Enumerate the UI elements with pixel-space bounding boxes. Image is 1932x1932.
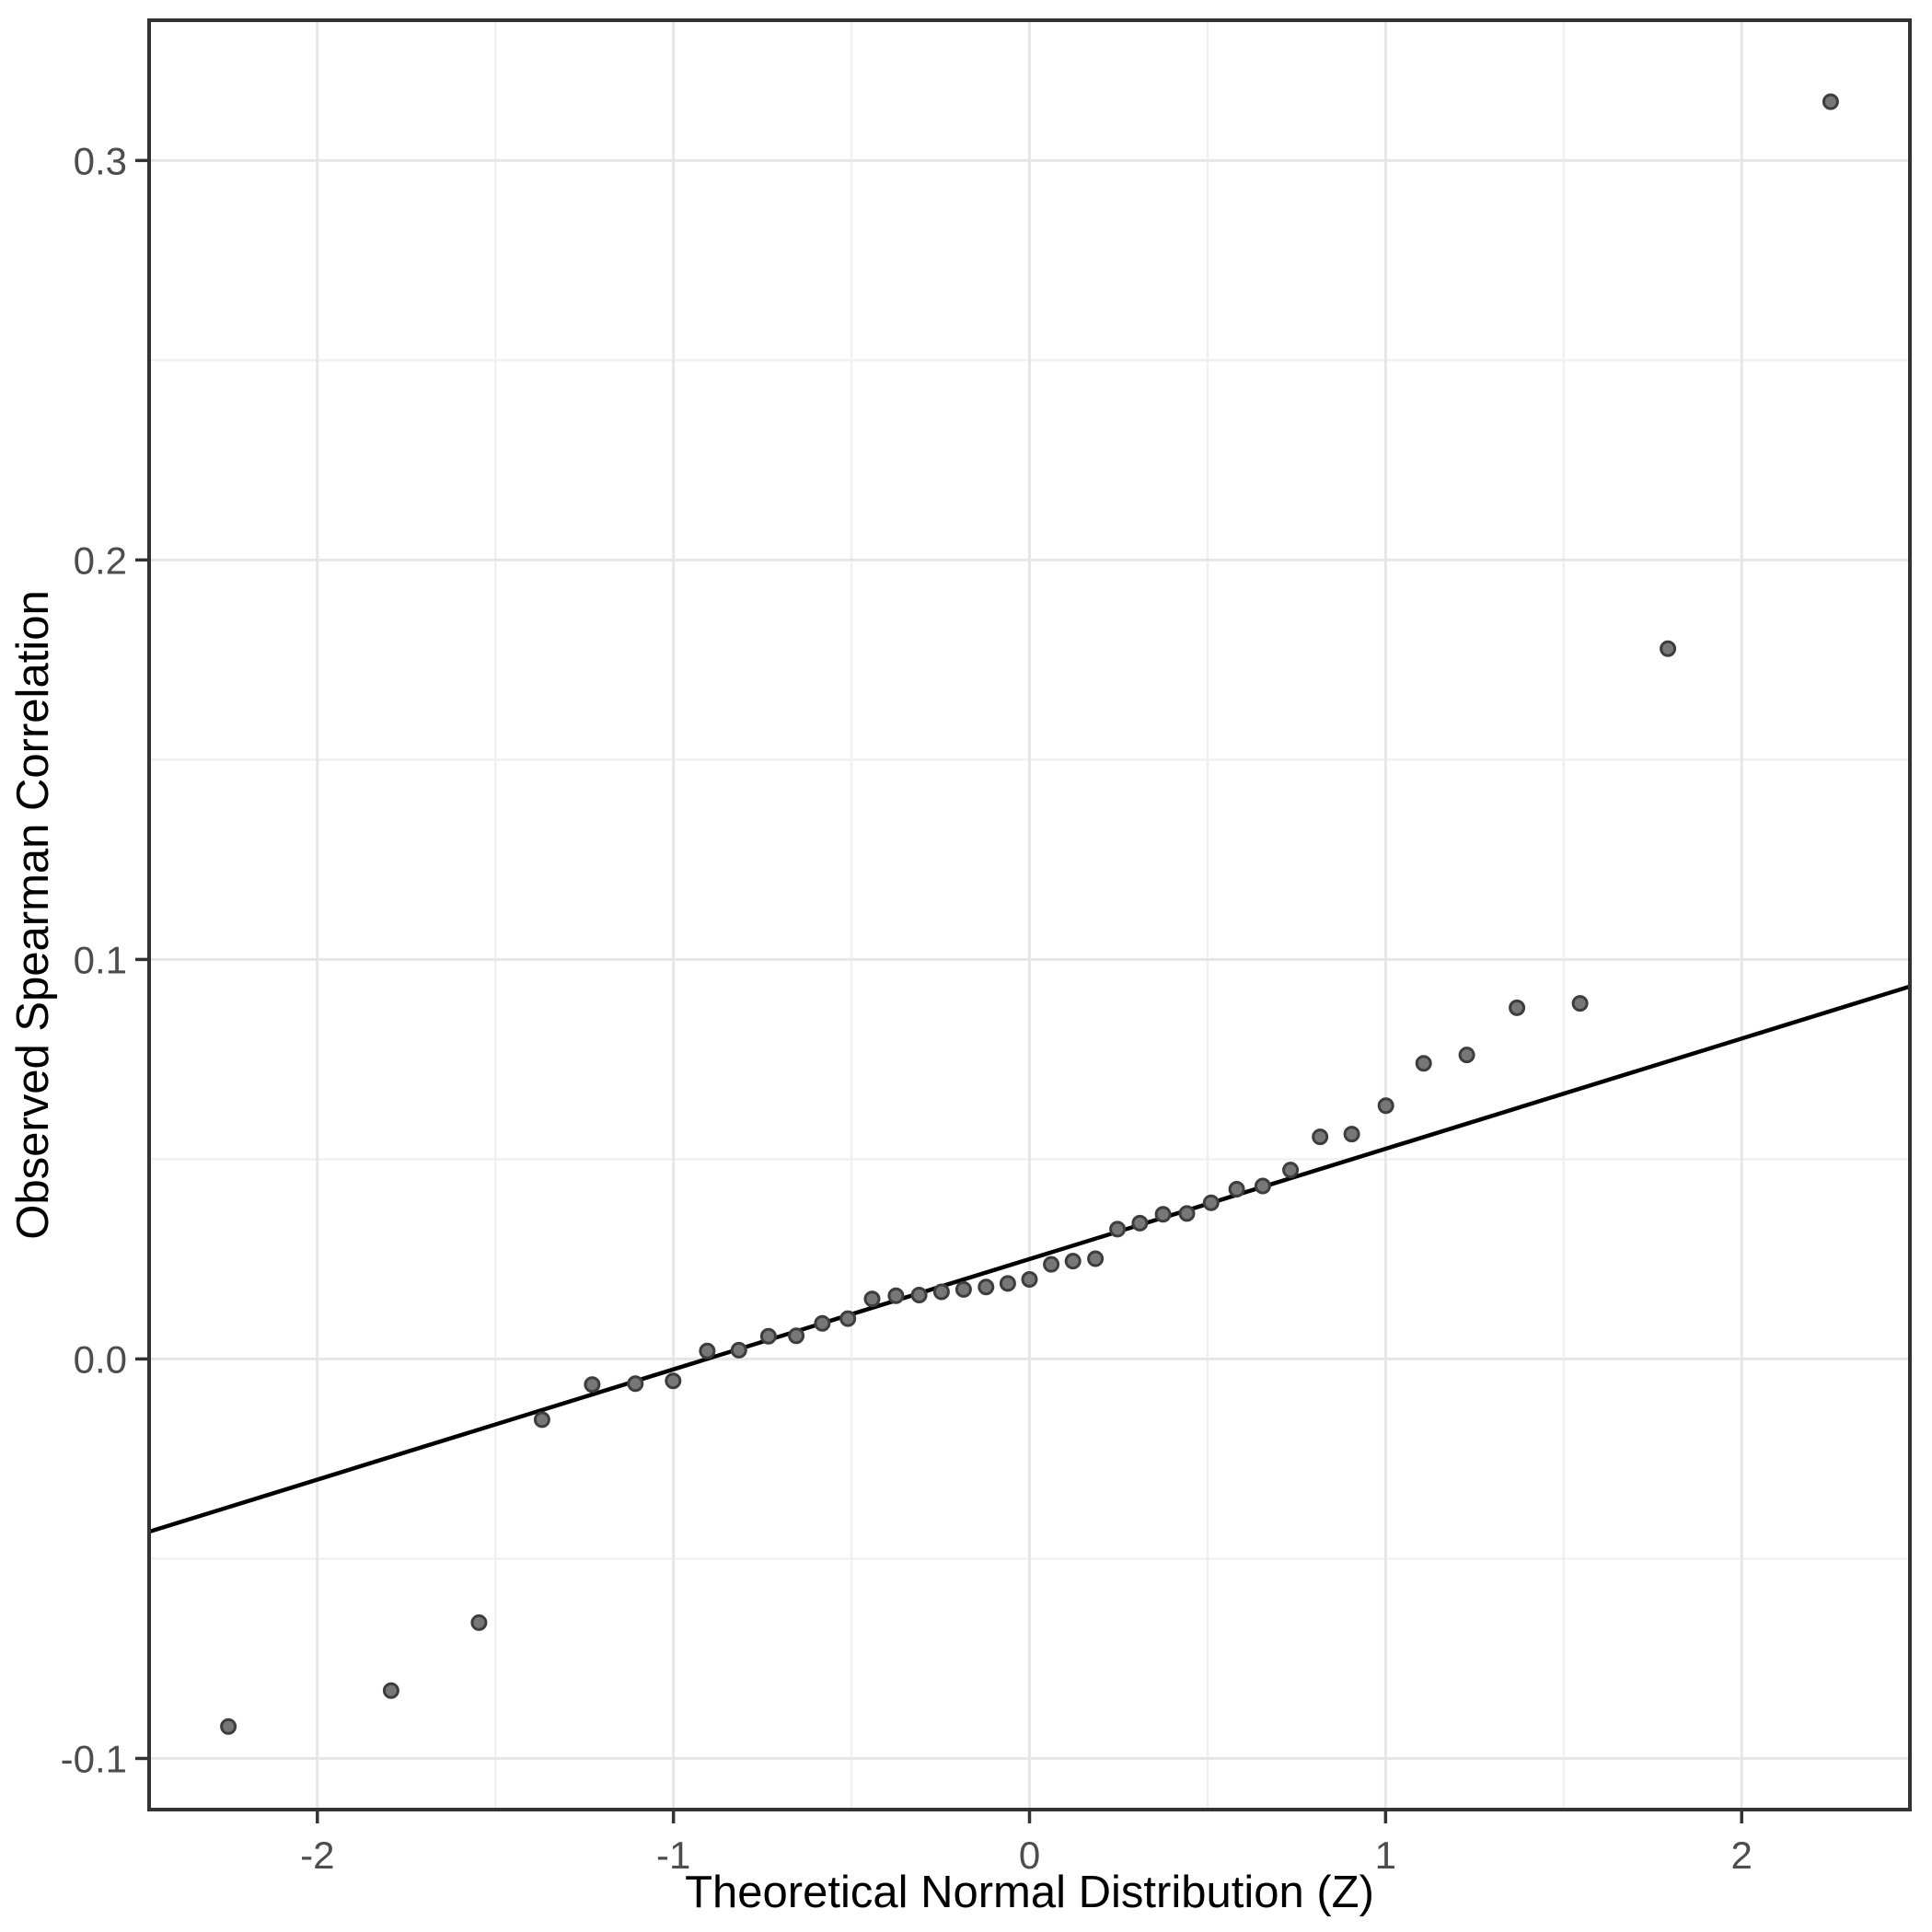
data-point <box>665 1372 682 1390</box>
data-point <box>863 1290 881 1308</box>
data-point <box>533 1411 550 1429</box>
data-point <box>1228 1181 1245 1197</box>
data-point <box>699 1342 716 1359</box>
data-point <box>1043 1255 1060 1273</box>
data-point <box>1458 1047 1475 1064</box>
data-point <box>839 1310 857 1327</box>
data-point <box>1571 995 1589 1012</box>
y-axis-tick-label: 0.0 <box>74 1337 127 1381</box>
data-point <box>1178 1205 1196 1222</box>
data-point <box>1660 640 1677 657</box>
x-axis-tick-label: 0 <box>1019 1834 1040 1877</box>
data-point <box>1021 1271 1038 1288</box>
data-point <box>1343 1126 1360 1143</box>
data-point <box>1282 1162 1300 1179</box>
data-point <box>910 1287 928 1303</box>
data-point <box>1377 1097 1394 1115</box>
data-point <box>584 1376 601 1394</box>
x-axis-tick-label: 2 <box>1731 1834 1753 1877</box>
y-axis-tick-label: 0.3 <box>74 139 127 182</box>
data-point <box>954 1280 972 1298</box>
qq-reference-line <box>148 984 1911 1534</box>
data-point <box>887 1287 905 1304</box>
y-axis-tick-label: 0.1 <box>74 938 127 981</box>
data-point <box>1254 1177 1271 1195</box>
y-axis-title: Observed Spearman Correlation <box>8 590 58 1240</box>
data-point <box>1154 1206 1172 1223</box>
data-point <box>470 1614 488 1631</box>
data-point <box>1064 1253 1082 1270</box>
x-axis-tick-label: -1 <box>656 1834 690 1877</box>
data-point <box>730 1341 747 1359</box>
data-point <box>1131 1214 1149 1232</box>
data-point <box>220 1718 237 1735</box>
data-point <box>382 1682 399 1699</box>
y-axis-tick-label: 0.2 <box>74 538 127 582</box>
data-point <box>1087 1250 1105 1267</box>
data-point <box>1312 1128 1329 1146</box>
x-axis-tick-label: -2 <box>300 1834 334 1877</box>
data-point <box>978 1278 995 1296</box>
data-point <box>1822 93 1839 110</box>
data-point <box>932 1283 950 1301</box>
data-point <box>1509 999 1526 1016</box>
y-axis-tick-label: -0.1 <box>61 1737 127 1780</box>
x-axis-tick-label: 1 <box>1375 1834 1396 1877</box>
x-axis-title: Theoretical Normal Distribution (Z) <box>685 1868 1374 1917</box>
data-point <box>788 1327 805 1345</box>
data-point <box>1109 1221 1127 1238</box>
data-point <box>814 1314 831 1332</box>
data-point <box>627 1375 644 1393</box>
data-point <box>1202 1194 1220 1211</box>
data-point <box>1415 1055 1432 1072</box>
data-point <box>759 1327 777 1345</box>
data-point <box>999 1275 1016 1292</box>
